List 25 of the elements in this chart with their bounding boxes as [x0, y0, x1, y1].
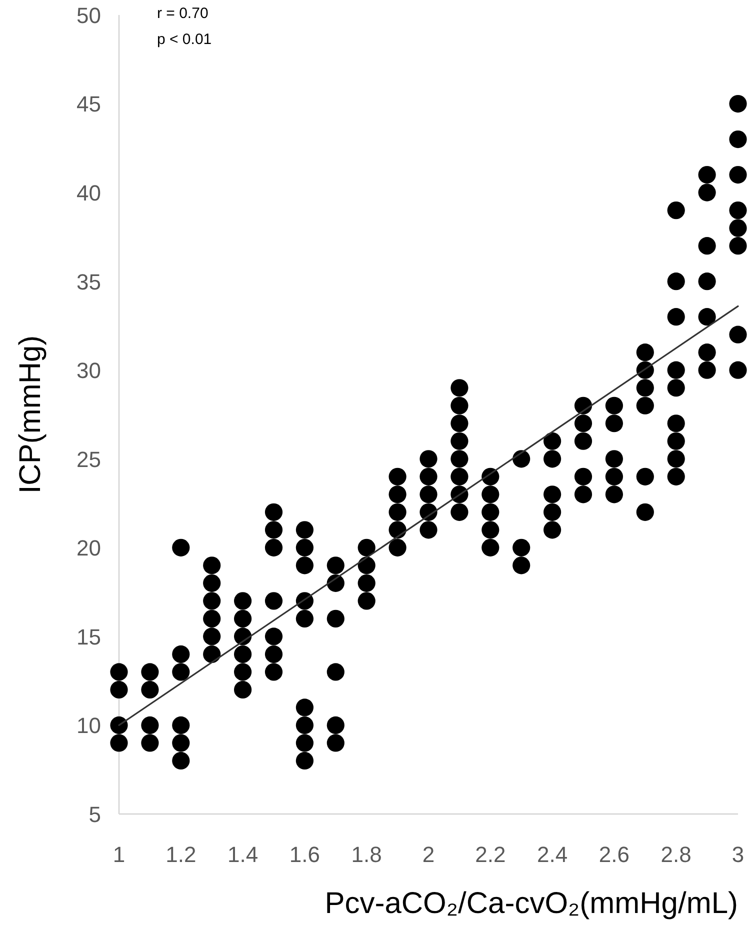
y-tick-label: 10: [76, 713, 101, 738]
y-tick-label: 5: [88, 802, 101, 827]
x-tick-label: 1.8: [351, 842, 382, 867]
y-tick-label: 40: [76, 180, 101, 206]
x-tick-label: 1.6: [289, 842, 320, 867]
y-tick-label: 45: [76, 92, 101, 117]
y-axis-title: ICP(mmHg): [14, 335, 47, 494]
x-tick-label: 2.6: [598, 842, 630, 867]
annotation: r = 0.70: [157, 5, 208, 22]
x-tick-label: 2: [422, 842, 435, 867]
x-tick-label: 1: [112, 842, 126, 867]
x-tick-label: 2.8: [660, 842, 692, 867]
y-tick-label: 35: [76, 269, 101, 294]
y-tick-label: 50: [76, 2, 101, 28]
x-tick-label: 1.2: [166, 842, 196, 867]
y-tick-label: 30: [76, 358, 101, 384]
y-tick-label: 15: [76, 624, 101, 650]
x-tick-label: 1.4: [228, 842, 258, 867]
x-axis-title: Pcv-aCO₂/Ca-cvO₂(mmHg/mL): [324, 887, 738, 920]
annotation: p < 0.01: [157, 31, 212, 48]
x-tick-label: 2.2: [475, 842, 506, 867]
y-tick-label: 25: [76, 446, 101, 472]
x-tick-label: 3: [732, 842, 744, 867]
y-tick-label: 20: [76, 536, 101, 561]
x-tick-label: 2.4: [537, 842, 568, 867]
